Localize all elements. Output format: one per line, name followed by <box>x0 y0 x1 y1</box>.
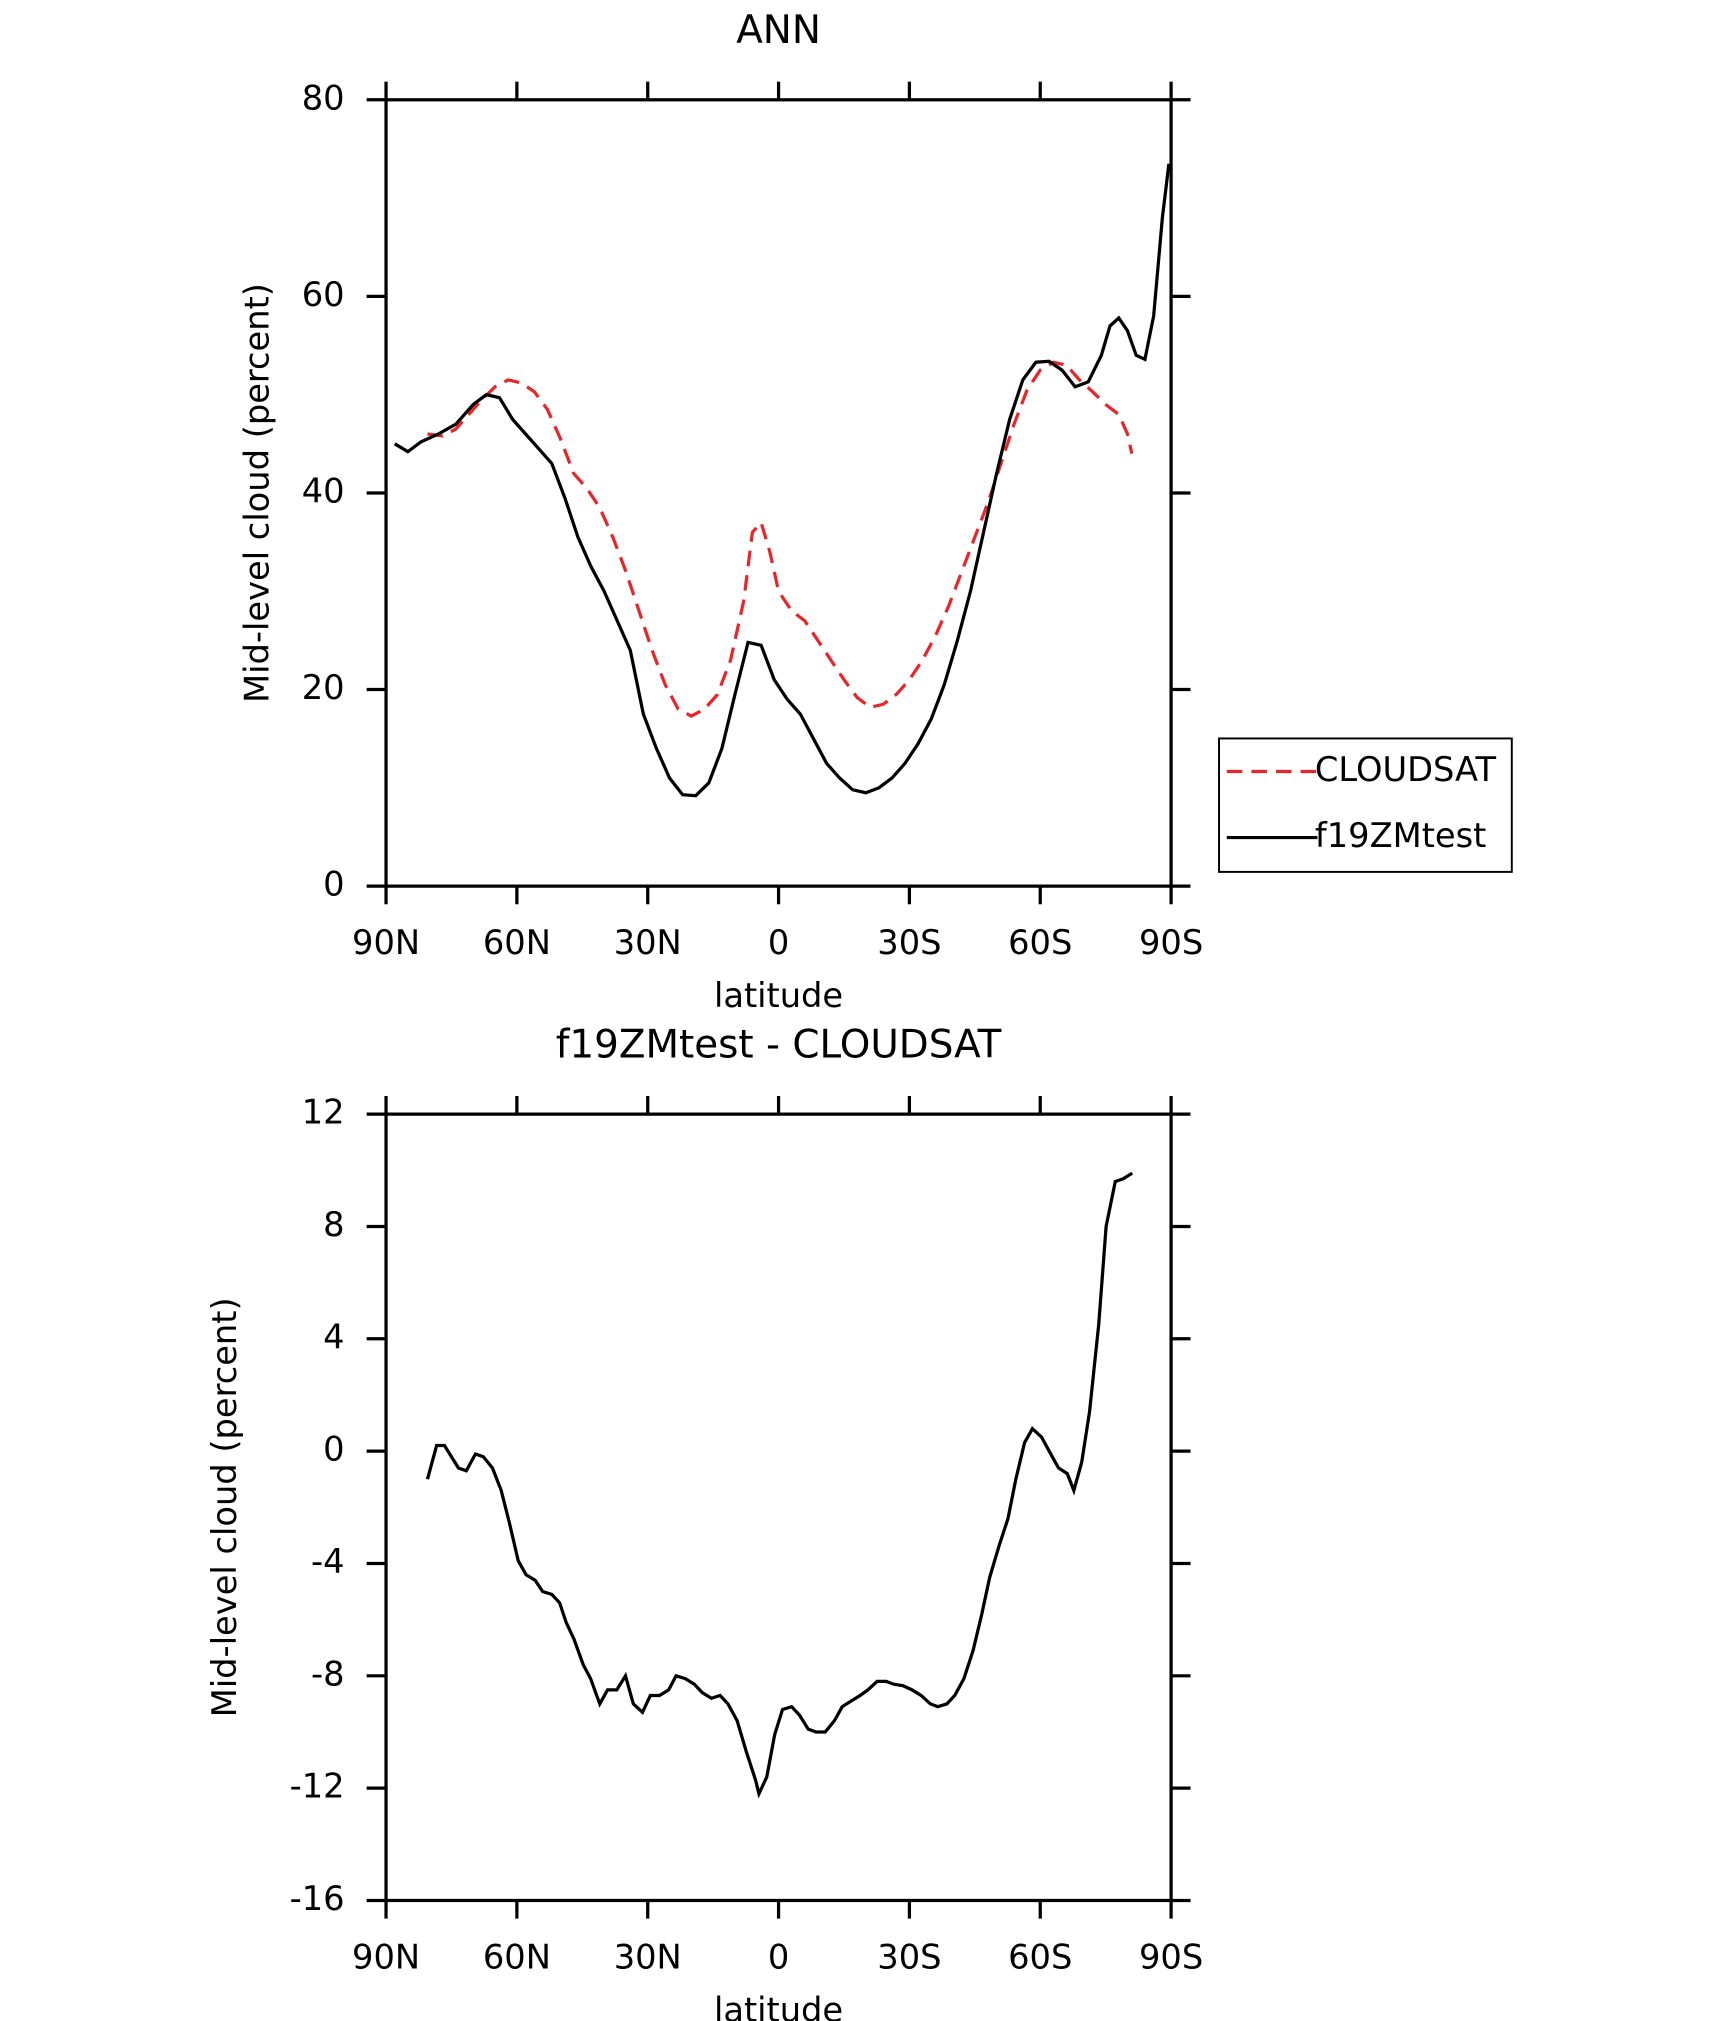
y-tick-label: -16 <box>290 1879 345 1918</box>
x-tick-label: 60N <box>483 1937 551 1976</box>
chart-title: f19ZMtest - CLOUDSAT <box>556 1022 1002 1067</box>
y-tick-label: 0 <box>323 1430 344 1469</box>
legend-label: f19ZMtest <box>1315 816 1486 855</box>
data-line <box>393 163 1171 798</box>
y-axis-label: Mid-level cloud (percent) <box>238 283 277 703</box>
y-tick-label: -12 <box>290 1767 345 1806</box>
y-tick-label: 20 <box>302 668 345 707</box>
y-tick-label: 12 <box>302 1093 345 1132</box>
x-tick-label: 30S <box>877 1937 941 1976</box>
x-axis-label: latitude <box>714 976 843 1015</box>
data-line <box>427 360 1134 718</box>
legend-box <box>1218 737 1513 873</box>
x-tick-label: 60N <box>483 923 551 962</box>
y-axis-label: Mid-level cloud (percent) <box>205 1297 244 1717</box>
y-tick-label: -8 <box>311 1654 345 1693</box>
x-tick-label: 30S <box>877 923 941 962</box>
x-tick-label: 30N <box>614 923 682 962</box>
x-tick-label: 90S <box>1139 923 1203 962</box>
y-tick-label: 40 <box>302 471 345 510</box>
plot-frame <box>384 98 1173 888</box>
y-tick-label: 80 <box>302 78 345 117</box>
y-tick-label: 60 <box>302 275 345 314</box>
y-tick-label: -4 <box>311 1542 345 1581</box>
x-tick-label: 90N <box>352 923 420 962</box>
y-tick-label: 8 <box>323 1205 344 1244</box>
x-tick-label: 90S <box>1139 1937 1203 1976</box>
x-tick-label: 60S <box>1008 923 1072 962</box>
x-tick-label: 90N <box>352 1937 420 1976</box>
data-line <box>425 1171 1134 1799</box>
x-tick-label: 30N <box>614 1937 682 1976</box>
legend-label: CLOUDSAT <box>1315 750 1497 789</box>
y-tick-label: 4 <box>323 1317 344 1356</box>
x-tick-label: 60S <box>1008 1937 1072 1976</box>
x-axis-label: latitude <box>714 1990 843 2021</box>
chart-title: ANN <box>736 8 821 53</box>
x-tick-label: 0 <box>768 923 789 962</box>
x-tick-label: 0 <box>768 1937 789 1976</box>
y-tick-label: 0 <box>323 865 344 904</box>
